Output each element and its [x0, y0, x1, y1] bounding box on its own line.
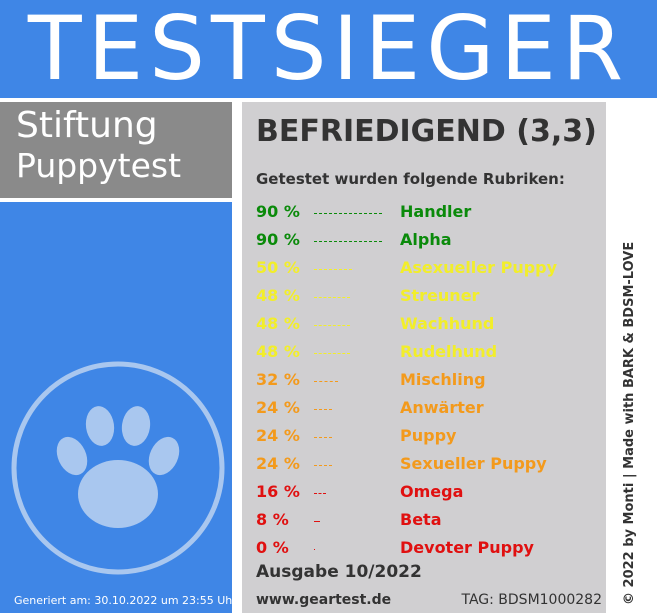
page-title: TESTSIEGER: [27, 0, 630, 98]
category-row: 48 % Wachhund: [256, 310, 596, 338]
category-percent: 48 %: [256, 342, 300, 361]
percent-indicator-line: [314, 297, 351, 298]
organization-name-line2: Puppytest: [16, 146, 182, 185]
generated-timestamp: Generiert am: 30.10.2022 um 23:55 Uhr: [14, 594, 237, 607]
organization-name-line1: Stiftung: [16, 105, 158, 146]
percent-indicator-line: [314, 269, 352, 270]
category-percent: 48 %: [256, 286, 300, 305]
category-percent: 24 %: [256, 398, 300, 417]
category-row: 50 % Asexueller Puppy: [256, 254, 596, 282]
category-list: 90 % Handler 90 % Alpha 50 % Asexueller Puppy…: [256, 198, 596, 562]
verdict-rating: BEFRIEDIGEND (3,3): [256, 114, 597, 149]
organization-box: Stiftung Puppytest: [0, 102, 232, 202]
category-row: 24 % Sexueller Puppy: [256, 450, 596, 478]
paw-icon: [10, 360, 226, 580]
percent-indicator-line: [314, 437, 333, 438]
issue-label: Ausgabe 10/2022: [256, 562, 422, 582]
category-row: 48 % Rudelhund: [256, 338, 596, 366]
percent-indicator-line: [314, 241, 382, 242]
percent-indicator-line: [314, 353, 351, 354]
categories-subtitle: Getestet wurden folgende Rubriken:: [256, 170, 565, 188]
category-name: Omega: [400, 482, 464, 501]
category-percent: 32 %: [256, 370, 300, 389]
category-name: Mischling: [400, 370, 486, 389]
percent-indicator-line: [314, 325, 351, 326]
category-percent: 24 %: [256, 454, 300, 473]
percent-indicator-line: [314, 213, 382, 214]
category-name: Sexueller Puppy: [400, 454, 547, 473]
category-row: 48 % Streuner: [256, 282, 596, 310]
category-row: 0 % Devoter Puppy: [256, 534, 596, 562]
percent-indicator-line: [314, 521, 321, 522]
percent-indicator-line: [314, 381, 339, 382]
category-name: Devoter Puppy: [400, 538, 534, 557]
category-name: Streuner: [400, 286, 480, 305]
category-row: 24 % Puppy: [256, 422, 596, 450]
website-link[interactable]: www.geartest.de: [256, 592, 392, 608]
category-row: 90 % Handler: [256, 198, 596, 226]
category-name: Rudelhund: [400, 342, 498, 361]
category-percent: 50 %: [256, 258, 300, 277]
category-percent: 8 %: [256, 510, 289, 529]
category-name: Puppy: [400, 426, 457, 445]
result-panel: BEFRIEDIGEND (3,3) Getestet wurden folge…: [242, 102, 606, 613]
category-percent: 48 %: [256, 314, 300, 333]
category-name: Wachhund: [400, 314, 495, 333]
tag-label: TAG: BDSM1000282: [461, 592, 602, 608]
percent-indicator-line: [314, 409, 333, 410]
category-row: 32 % Mischling: [256, 366, 596, 394]
category-row: 24 % Anwärter: [256, 394, 596, 422]
percent-indicator-line: [314, 465, 333, 466]
category-name: Beta: [400, 510, 442, 529]
copyright-text: © 2022 by Monti | Made with BARK & BDSM-…: [622, 241, 637, 605]
category-percent: 90 %: [256, 202, 300, 221]
category-row: 16 % Omega: [256, 478, 596, 506]
category-name: Asexueller Puppy: [400, 258, 558, 277]
category-name: Alpha: [400, 230, 452, 249]
category-name: Handler: [400, 202, 472, 221]
category-name: Anwärter: [400, 398, 484, 417]
category-row: 90 % Alpha: [256, 226, 596, 254]
percent-indicator-line: [314, 549, 315, 550]
category-percent: 24 %: [256, 426, 300, 445]
category-percent: 16 %: [256, 482, 300, 501]
category-percent: 90 %: [256, 230, 300, 249]
category-percent: 0 %: [256, 538, 289, 557]
category-row: 8 % Beta: [256, 506, 596, 534]
percent-indicator-line: [314, 493, 327, 494]
